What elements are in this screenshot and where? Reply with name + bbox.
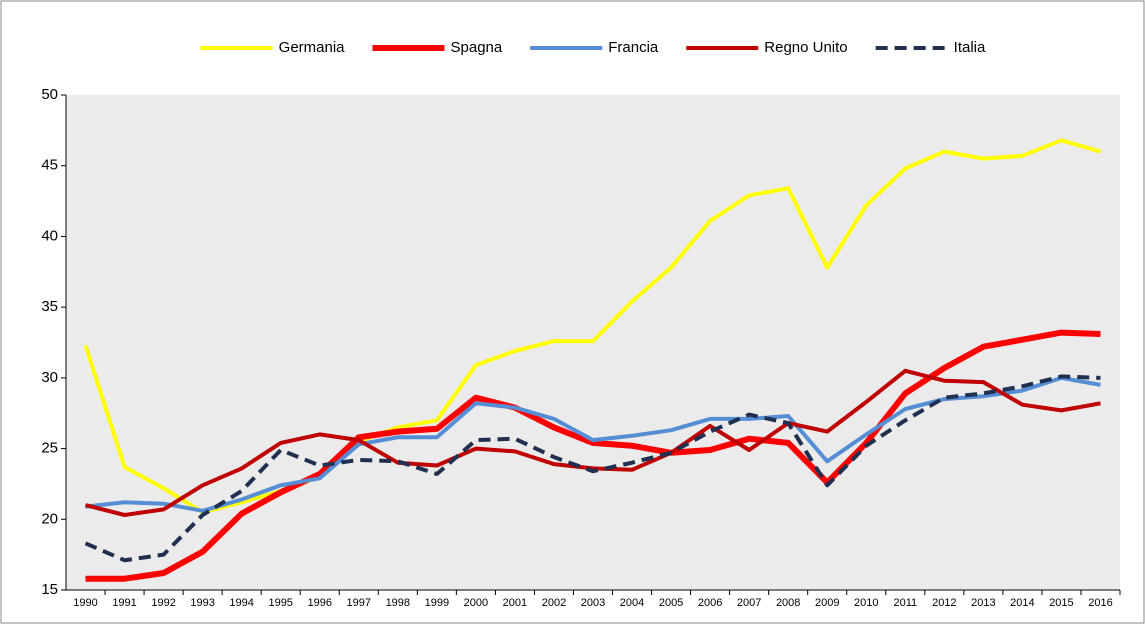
x-tick-label: 2000 (464, 597, 488, 609)
x-tick-label: 2015 (1049, 597, 1073, 609)
x-tick-label: 2009 (815, 597, 839, 609)
y-tick-label: 35 (41, 298, 58, 315)
x-tick-label: 1995 (268, 597, 292, 609)
legend-label: Italia (954, 39, 986, 56)
y-tick-label: 20 (41, 510, 58, 527)
y-tick-label: 15 (41, 581, 58, 598)
y-tick-label: 45 (41, 157, 58, 174)
x-tick-label: 2016 (1088, 597, 1112, 609)
x-tick-label: 1996 (307, 597, 331, 609)
x-tick-label: 1991 (112, 597, 136, 609)
x-tick-label: 2004 (620, 597, 644, 609)
x-tick-label: 2007 (737, 597, 761, 609)
x-tick-label: 2013 (971, 597, 995, 609)
x-tick-label: 2012 (932, 597, 956, 609)
series-line (85, 368, 1101, 517)
series-line (85, 375, 1101, 513)
x-tick-label: 2005 (659, 597, 683, 609)
x-tick-label: 2001 (503, 597, 527, 609)
x-tick-label: 2003 (581, 597, 605, 609)
x-tick-label: 2011 (893, 597, 917, 609)
x-tick-label: 1998 (386, 597, 410, 609)
series-line (84, 374, 1101, 563)
x-tick-label: 1999 (425, 597, 449, 609)
x-tick-label: 2010 (854, 597, 878, 609)
x-tick-label: 2014 (1010, 597, 1034, 609)
y-tick-label: 30 (41, 369, 58, 386)
legend-label: Spagna (451, 39, 503, 56)
x-tick-label: 1994 (229, 597, 253, 609)
x-tick-label: 2002 (542, 597, 566, 609)
x-tick-label: 1997 (347, 597, 371, 609)
x-tick-label: 1993 (190, 597, 214, 609)
x-tick-label: 2006 (698, 597, 722, 609)
legend-label: Francia (608, 39, 659, 56)
series-line (83, 138, 1102, 515)
y-tick-label: 50 (41, 86, 58, 103)
x-tick-label: 2008 (776, 597, 800, 609)
legend-label: Regno Unito (764, 39, 847, 56)
x-tick-label: 1992 (151, 597, 175, 609)
x-tick-label: 1990 (73, 597, 97, 609)
y-tick-label: 25 (41, 440, 58, 457)
y-tick-label: 40 (41, 227, 58, 244)
legend-label: Germania (279, 39, 346, 56)
